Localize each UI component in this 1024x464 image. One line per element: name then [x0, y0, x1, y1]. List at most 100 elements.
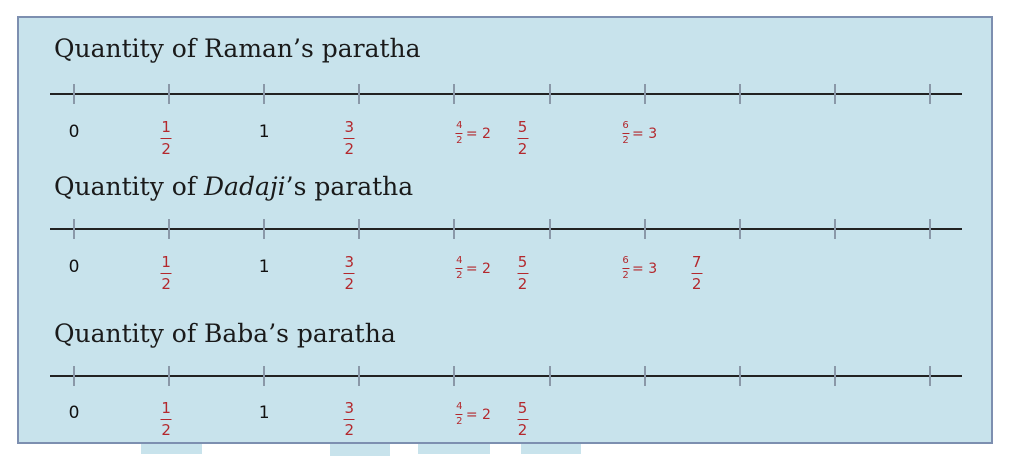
tick-label: 1 — [258, 403, 270, 423]
axis-tick — [73, 84, 75, 104]
tick-label: 0 — [68, 403, 80, 423]
diagram-panel — [17, 16, 993, 444]
fraction-bar — [160, 419, 172, 420]
fraction-denominator: 2 — [517, 275, 528, 293]
fraction-denominator: 2 — [691, 275, 702, 293]
axis-tick — [643, 366, 646, 386]
fraction-numerator: 6 — [622, 120, 629, 131]
number-line-title: Quantity of Baba’s paratha — [54, 321, 396, 346]
fraction-numerator: 4 — [456, 401, 463, 412]
axis-tick — [833, 84, 836, 104]
fraction-denominator: 2 — [517, 421, 528, 439]
fraction-numerator: 3 — [344, 399, 355, 417]
axis-tick — [738, 366, 741, 386]
fraction-denominator: 2 — [622, 270, 629, 281]
fraction-denominator: 2 — [344, 421, 355, 439]
axis-tick — [358, 366, 361, 386]
title-part: Quantity of Baba’s paratha — [54, 319, 396, 348]
title-part: Quantity of — [54, 172, 205, 201]
fraction-bar — [691, 273, 703, 274]
number-line-axis — [50, 93, 962, 95]
axis-tick — [263, 219, 266, 239]
title-part: Quantity of Raman’s paratha — [54, 34, 421, 63]
number-line-title: Quantity of Dadaji’s paratha — [54, 174, 413, 199]
axis-tick — [738, 84, 741, 104]
fraction-bar — [343, 138, 355, 139]
fraction-denominator: 2 — [517, 140, 528, 158]
fraction-numerator: 5 — [517, 253, 528, 271]
axis-tick — [168, 366, 171, 386]
fraction-numerator: 1 — [161, 399, 171, 417]
axis-tick — [928, 84, 931, 104]
fraction-numerator: 5 — [517, 118, 528, 136]
fraction-denominator: 2 — [622, 135, 629, 146]
axis-tick — [453, 219, 456, 239]
equation-label: 6 2 = 3 — [622, 256, 657, 281]
fraction-denominator: 2 — [161, 421, 171, 439]
fraction-denominator: 2 — [456, 416, 463, 427]
equation-label: 4 2 = 2 — [455, 120, 491, 146]
fraction-bar — [517, 273, 528, 274]
axis-tick — [643, 84, 646, 104]
fraction-bar — [455, 268, 463, 269]
fraction-denominator: 2 — [344, 140, 355, 158]
tick-label: 0 — [68, 122, 80, 142]
fraction-bar — [343, 273, 355, 274]
equation-result: = 2 — [465, 260, 491, 277]
axis-tick — [738, 219, 741, 239]
title-part: Dadaji — [204, 172, 286, 201]
fraction-denominator: 2 — [456, 135, 463, 146]
equation-result: = 3 — [632, 125, 658, 142]
fraction-denominator: 2 — [161, 140, 171, 158]
fraction-numerator: 3 — [344, 253, 355, 271]
fraction-bar — [455, 414, 463, 415]
axis-tick — [643, 219, 646, 239]
axis-tick — [833, 219, 836, 239]
fraction-numerator: 6 — [622, 255, 629, 266]
axis-tick — [453, 84, 456, 104]
fraction-numerator: 1 — [161, 118, 171, 136]
number-line-axis — [50, 228, 962, 230]
equation-label: 6 2 = 3 — [622, 121, 657, 146]
equation-label: 4 2 = 2 — [455, 401, 491, 427]
panel-tab — [521, 444, 581, 454]
axis-tick — [928, 219, 931, 239]
panel-tab — [330, 444, 390, 456]
fraction-numerator: 5 — [517, 399, 528, 417]
tick-label: 0 — [68, 257, 80, 277]
equation-result: = 2 — [465, 125, 491, 142]
fraction-numerator: 4 — [456, 120, 463, 131]
tick-label: 1 — [258, 122, 270, 142]
fraction-numerator: 4 — [456, 255, 463, 266]
fraction-numerator: 3 — [344, 118, 355, 136]
axis-tick — [833, 366, 836, 386]
fraction-bar — [622, 133, 630, 134]
fraction-numerator: 1 — [161, 253, 171, 271]
axis-tick — [548, 84, 551, 104]
number-line-axis — [50, 375, 962, 377]
equation-result: = 2 — [465, 406, 491, 423]
axis-tick — [453, 366, 456, 386]
axis-tick — [263, 84, 266, 104]
fraction-denominator: 2 — [161, 275, 171, 293]
axis-tick — [548, 366, 551, 386]
axis-tick — [73, 366, 75, 386]
axis-tick — [73, 219, 75, 239]
panel-tab — [141, 444, 202, 454]
axis-tick — [358, 84, 361, 104]
axis-tick — [548, 219, 551, 239]
axis-tick — [928, 366, 931, 386]
